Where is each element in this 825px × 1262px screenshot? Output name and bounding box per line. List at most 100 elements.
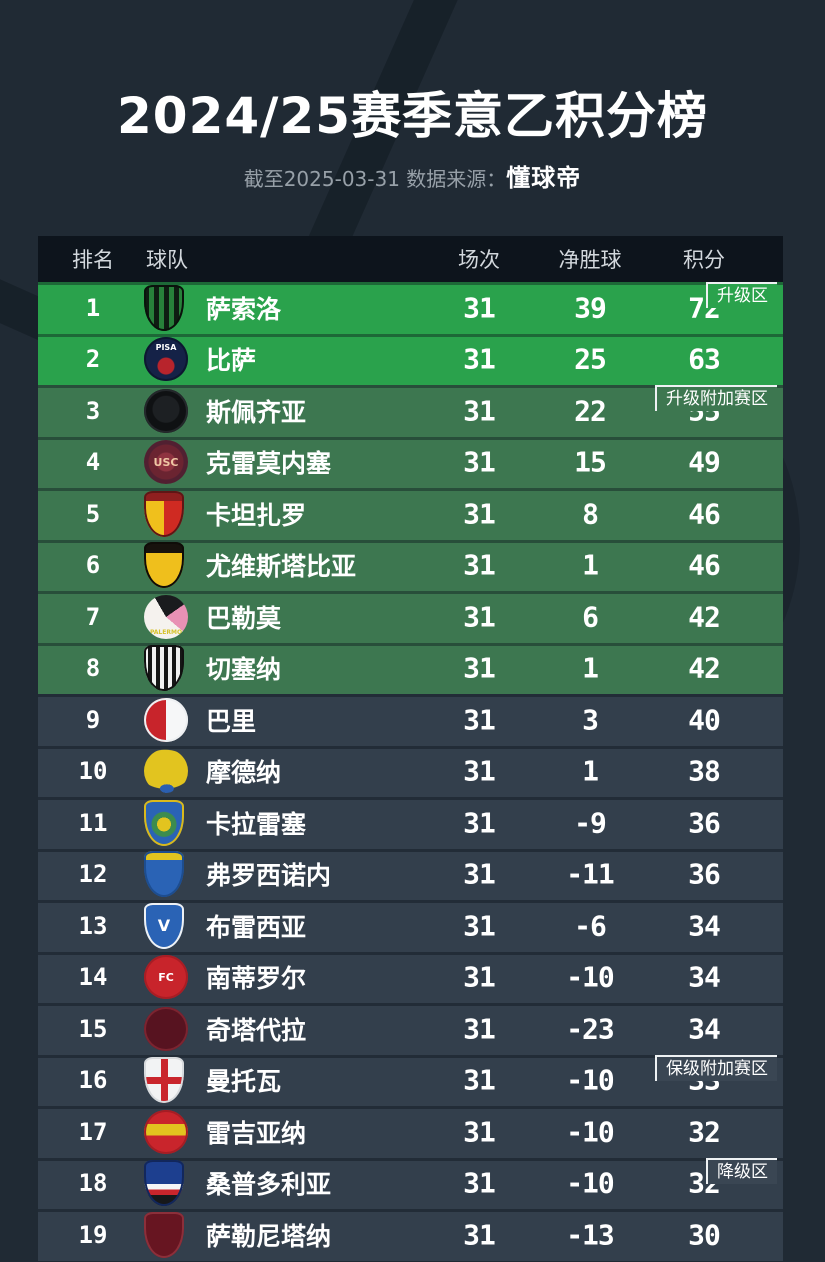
rank-cell: 6 bbox=[85, 551, 101, 580]
rank-cell: 3 bbox=[85, 396, 101, 425]
table-row: 11 卡拉雷塞 31 -9 36 bbox=[38, 797, 783, 849]
table-row: 15 奇塔代拉 31 -23 34 bbox=[38, 1003, 783, 1055]
rank-cell: 13 bbox=[78, 911, 108, 940]
team-name: 弗罗西诺内 bbox=[206, 861, 332, 891]
table-row: 3 斯佩齐亚 31 22 55 升级附加赛区 bbox=[38, 385, 783, 437]
rank-cell: 12 bbox=[78, 860, 108, 889]
team-name: 奇塔代拉 bbox=[206, 1015, 307, 1045]
points-cell: 36 bbox=[688, 806, 721, 840]
played-cell: 31 bbox=[463, 651, 496, 685]
rank-cell: 11 bbox=[78, 808, 108, 837]
goal-difference-cell: 8 bbox=[582, 497, 599, 531]
goal-difference-cell: 15 bbox=[574, 445, 607, 479]
rank-cell: 19 bbox=[78, 1220, 108, 1249]
table-row: 14 FC 南蒂罗尔 31 -10 34 bbox=[38, 951, 783, 1003]
points-cell: 38 bbox=[688, 754, 721, 788]
table-header-row: 排名 球队 场次 净胜球 积分 bbox=[38, 236, 783, 282]
goal-difference-cell: -9 bbox=[574, 806, 607, 840]
played-cell: 31 bbox=[463, 445, 496, 479]
played-cell: 31 bbox=[463, 497, 496, 531]
rank-cell: 14 bbox=[78, 963, 108, 992]
rank-cell: 5 bbox=[85, 499, 101, 528]
column-header-played: 场次 bbox=[458, 248, 500, 272]
goal-difference-cell: -10 bbox=[566, 1063, 615, 1097]
points-cell: 32 bbox=[688, 1115, 721, 1149]
rank-cell: 15 bbox=[78, 1014, 108, 1043]
goal-difference-cell: 3 bbox=[582, 703, 599, 737]
table-row: 6 尤维斯塔比亚 31 1 46 bbox=[38, 539, 783, 591]
rank-cell: 9 bbox=[85, 705, 101, 734]
table-row: 12 弗罗西诺内 31 -11 36 bbox=[38, 848, 783, 900]
table-row: 17 雷吉亚纳 31 -10 32 bbox=[38, 1106, 783, 1158]
points-cell: 34 bbox=[688, 909, 721, 943]
points-cell: 63 bbox=[688, 342, 721, 376]
table-row: 2 PISA 比萨 31 25 63 bbox=[38, 333, 783, 385]
team-badge-icon bbox=[144, 1211, 184, 1258]
table-row: 4 USC 克雷莫内塞 31 15 49 bbox=[38, 436, 783, 488]
table-row: 8 切塞纳 31 1 42 bbox=[38, 642, 783, 694]
played-cell: 31 bbox=[463, 1166, 496, 1200]
points-cell: 42 bbox=[688, 651, 721, 685]
team-name: 巴勒莫 bbox=[206, 603, 282, 633]
badge-glyph: PISA bbox=[155, 343, 177, 353]
page-title: 2024/25赛季意乙积分榜 bbox=[116, 87, 708, 145]
rank-cell: 18 bbox=[78, 1169, 108, 1198]
team-badge-icon: V bbox=[144, 902, 184, 949]
played-cell: 31 bbox=[463, 960, 496, 994]
goal-difference-cell: 6 bbox=[582, 600, 599, 634]
goal-difference-cell: -6 bbox=[574, 909, 607, 943]
team-name: 比萨 bbox=[206, 346, 257, 376]
badge-glyph: V bbox=[157, 915, 171, 935]
team-badge-icon: PALERMO bbox=[144, 594, 188, 639]
column-header-rank: 排名 bbox=[72, 248, 114, 272]
rank-cell: 16 bbox=[78, 1066, 108, 1095]
played-cell: 31 bbox=[463, 548, 496, 582]
points-cell: 36 bbox=[688, 857, 721, 891]
rank-cell: 2 bbox=[85, 345, 101, 374]
points-cell: 42 bbox=[688, 600, 721, 634]
goal-difference-cell: 39 bbox=[574, 291, 607, 325]
table-row: 9 巴里 31 3 40 bbox=[38, 694, 783, 746]
team-name: 萨勒尼塔纳 bbox=[206, 1221, 332, 1251]
table-row: 1 萨索洛 31 39 72 升级区 bbox=[38, 282, 783, 334]
table-row: 13 V 布雷西亚 31 -6 34 bbox=[38, 900, 783, 952]
team-badge-icon bbox=[144, 1057, 184, 1104]
rank-cell: 7 bbox=[85, 602, 101, 631]
team-badge-icon bbox=[144, 388, 188, 433]
team-badge-icon bbox=[144, 697, 188, 742]
goal-difference-cell: -23 bbox=[566, 1012, 615, 1046]
table-body: 1 萨索洛 31 39 72 升级区 2 PISA 比萨 31 25 63 3 … bbox=[38, 282, 783, 1261]
points-cell: 40 bbox=[688, 703, 721, 737]
team-name: 摩德纳 bbox=[206, 758, 282, 788]
table-row: 16 曼托瓦 31 -10 33 保级附加赛区 bbox=[38, 1054, 783, 1106]
played-cell: 31 bbox=[463, 291, 496, 325]
team-name: 南蒂罗尔 bbox=[206, 964, 307, 994]
table-row: 19 萨勒尼塔纳 31 -13 30 bbox=[38, 1209, 783, 1261]
team-badge-icon bbox=[144, 799, 184, 846]
zone-tag: 降级区 bbox=[706, 1157, 777, 1184]
team-name: 卡坦扎罗 bbox=[206, 500, 307, 530]
team-name: 曼托瓦 bbox=[206, 1067, 282, 1097]
rank-cell: 10 bbox=[78, 757, 108, 786]
played-cell: 31 bbox=[463, 806, 496, 840]
team-badge-icon bbox=[144, 749, 188, 794]
badge-glyph: FC bbox=[158, 970, 174, 984]
zone-tag: 升级附加赛区 bbox=[655, 385, 777, 411]
team-badge-icon bbox=[144, 1160, 184, 1207]
subtitle-date-text: 截至2025-03-31 数据来源： bbox=[243, 167, 507, 191]
badge-glyph: USC bbox=[153, 455, 179, 469]
table-row: 10 摩德纳 31 1 38 bbox=[38, 745, 783, 797]
played-cell: 31 bbox=[463, 600, 496, 634]
column-header-points: 积分 bbox=[683, 248, 725, 272]
played-cell: 31 bbox=[463, 1063, 496, 1097]
team-badge-icon: FC bbox=[144, 955, 188, 1000]
team-badge-icon: USC bbox=[144, 440, 188, 485]
team-badge-icon bbox=[144, 284, 184, 331]
goal-difference-cell: 1 bbox=[582, 651, 599, 685]
points-cell: 49 bbox=[688, 445, 721, 479]
team-name: 雷吉亚纳 bbox=[206, 1118, 307, 1148]
team-name: 萨索洛 bbox=[206, 294, 282, 324]
goal-difference-cell: -10 bbox=[566, 960, 615, 994]
rank-cell: 1 bbox=[85, 293, 101, 322]
team-name: 尤维斯塔比亚 bbox=[206, 552, 357, 582]
